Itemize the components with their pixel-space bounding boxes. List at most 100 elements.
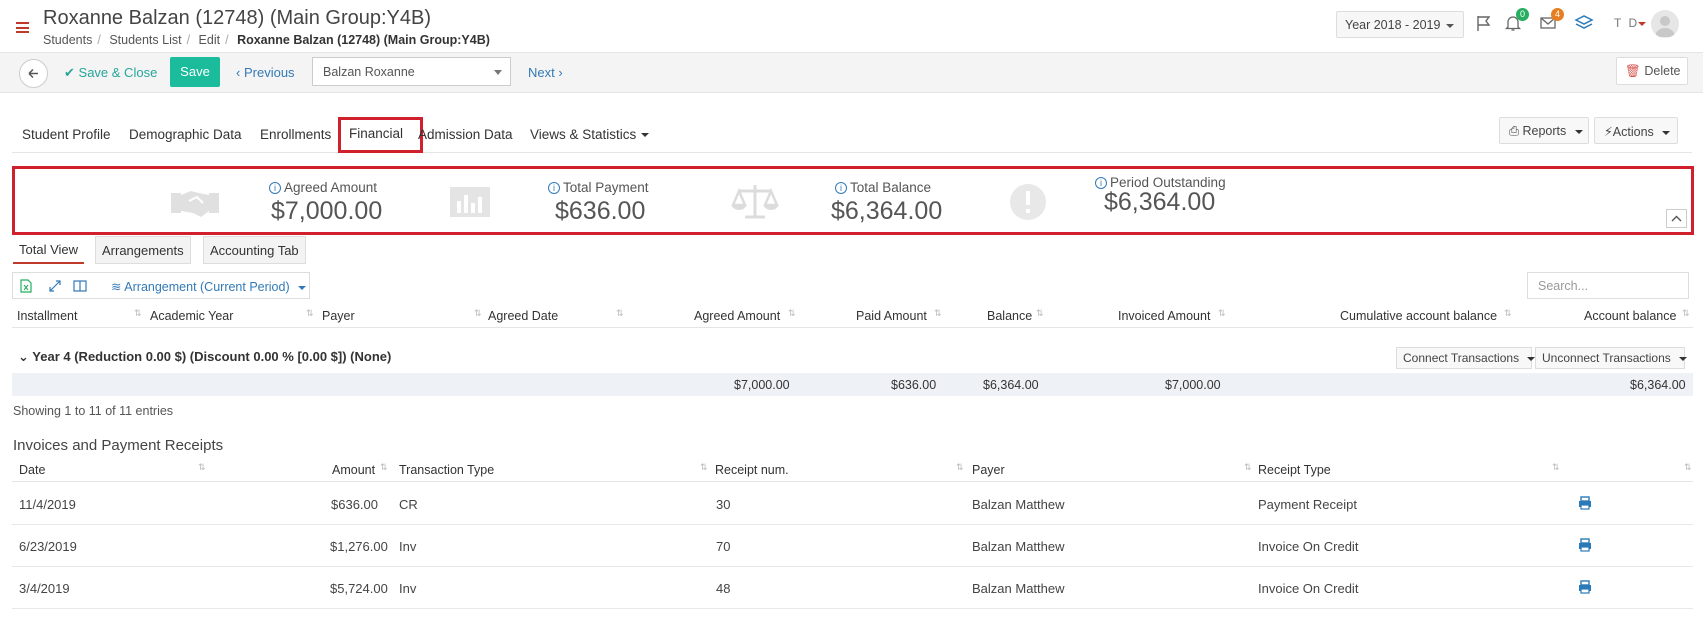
sort-icon[interactable]: ⇅ [1552,462,1560,472]
sort-icon[interactable]: ⇅ [1684,462,1692,472]
breadcrumb-edit[interactable]: Edit [198,33,221,47]
columns-icon[interactable] [73,279,87,293]
table-row[interactable]: 6/23/2019 $1,276.00 Inv 70 Balzan Matthe… [12,525,1693,567]
sort-icon[interactable]: ⇅ [198,462,206,472]
actions-button[interactable]: ⚡Actions [1594,117,1678,144]
excel-icon[interactable] [20,279,34,293]
subtab-total-view[interactable]: Total View [13,236,85,264]
tab-financial[interactable]: Financial [349,126,404,141]
save-button[interactable]: Save [170,57,220,87]
chevron-right-icon: › [558,65,563,80]
col-payer[interactable]: Payer [972,463,1005,477]
col-receipt-num[interactable]: Receipt num. [715,463,789,477]
total-balance-label: i Total Balance [835,180,931,195]
save-close-button[interactable]: ✔ Save & Close [64,65,157,81]
col-balance[interactable]: Balance [987,309,1033,323]
delete-label: Delete [1644,64,1681,78]
col-date[interactable]: Date [19,463,46,477]
info-icon[interactable]: i [835,182,847,194]
user-caret-icon[interactable] [1638,22,1646,26]
sort-icon[interactable]: ⇅ [1244,462,1252,472]
info-icon[interactable]: i [548,182,560,194]
subtab-accounting-tab[interactable]: Accounting Tab [203,236,306,264]
sort-icon[interactable]: ⇅ [1218,308,1226,318]
row-payer: Balzan Matthew [972,497,1065,512]
subtab-arrangements[interactable]: Arrangements [95,236,191,264]
info-icon[interactable]: i [1095,177,1107,189]
reports-button[interactable]: ⎙ Reports [1499,117,1589,144]
col-receipt-type[interactable]: Receipt Type [1258,463,1331,477]
tab-views-statistics[interactable]: Views & Statistics [530,127,650,142]
breadcrumb-students[interactable]: Students [43,33,93,47]
col-academic-year[interactable]: Academic Year [150,309,234,323]
col-payer[interactable]: Payer [322,309,355,323]
back-button[interactable] [19,59,48,88]
student-select[interactable]: Balzan Roxanne [312,57,511,86]
sort-icon[interactable]: ⇅ [1036,308,1044,318]
messages-badge: 4 [1551,8,1564,21]
col-agreed-date[interactable]: Agreed Date [488,309,559,323]
connect-transactions-button[interactable]: Connect Transactions [1396,347,1536,369]
expand-icon[interactable] [48,279,62,293]
col-paid-amount[interactable]: Paid Amount [856,309,927,323]
table-row[interactable]: 11/4/2019 $636.00 CR 30 Balzan Matthew P… [12,483,1693,525]
sort-icon[interactable]: ⇅ [1504,308,1512,318]
group-row[interactable]: ⌄ Year 4 (Reduction 0.00 $) (Discount 0.… [18,349,391,365]
search-input[interactable]: Search... [1527,272,1689,299]
row-amount: $5,724.00 [330,581,388,596]
sort-icon[interactable]: ⇅ [788,308,796,318]
sort-icon[interactable]: ⇅ [700,462,708,472]
sort-icon[interactable]: ⇅ [1682,308,1690,318]
col-installment[interactable]: Installment [17,309,78,323]
group-row-label: Year 4 (Reduction 0.00 $) (Discount 0.00… [32,349,392,364]
mail-icon[interactable]: 4 [1539,8,1564,36]
next-button[interactable]: Next › [528,65,563,80]
print-icon[interactable] [1578,496,1592,510]
total-invoiced: $7,000.00 [1165,378,1221,392]
tab-student-profile[interactable]: Student Profile [22,127,111,142]
info-icon[interactable]: i [269,182,281,194]
user-initials[interactable]: T D [1614,16,1640,30]
col-invoiced-amount[interactable]: Invoiced Amount [1118,309,1211,323]
sort-icon[interactable]: ⇅ [934,308,942,318]
sort-icon[interactable]: ⇅ [616,308,624,318]
tab-admission-data[interactable]: Admission Data [418,127,513,142]
arrangement-dropdown[interactable]: ≋ Arrangement (Current Period) [111,279,307,294]
row-amount: $1,276.00 [330,539,388,554]
tab-enrollments[interactable]: Enrollments [260,127,332,142]
flag-icon[interactable] [1475,14,1497,36]
avatar[interactable] [1651,10,1679,38]
trash-icon: 🗑 [1625,64,1641,78]
invoices-title: Invoices and Payment Receipts [13,437,224,454]
row-date: 11/4/2019 [19,497,76,512]
print-icon[interactable] [1578,538,1592,552]
sort-icon[interactable]: ⇅ [380,462,388,472]
bell-icon[interactable]: 0 [1504,8,1529,36]
col-amount[interactable]: Amount [332,463,376,477]
year-select[interactable]: Year 2018 - 2019 [1336,11,1464,38]
sort-icon[interactable]: ⇅ [956,462,964,472]
previous-button[interactable]: ‹ Previous [236,65,295,80]
tab-demographic-data[interactable]: Demographic Data [129,127,242,142]
row-type: Inv [399,581,417,596]
sort-icon[interactable]: ⇅ [306,308,314,318]
row-receipt: 30 [716,497,731,512]
layers-icon[interactable] [1574,14,1596,36]
col-cumulative-balance[interactable]: Cumulative account balance [1340,309,1498,323]
col-account-balance[interactable]: Account balance [1584,309,1677,323]
row-type: CR [399,497,418,512]
menu-icon[interactable] [16,22,29,33]
sort-icon[interactable]: ⇅ [134,308,142,318]
breadcrumb-students-list[interactable]: Students List [109,33,182,47]
collapse-button[interactable] [1666,209,1687,228]
sort-icon[interactable]: ⇅ [474,308,482,318]
unconnect-transactions-button[interactable]: Unconnect Transactions [1535,347,1688,369]
delete-button[interactable]: 🗑 Delete [1616,57,1688,85]
print-icon[interactable] [1578,580,1592,594]
actions-label: Actions [1612,125,1654,139]
col-agreed-amount[interactable]: Agreed Amount [694,309,781,323]
table-row[interactable]: 3/4/2019 $5,724.00 Inv 48 Balzan Matthew… [12,567,1693,609]
toolbar: ✔ Save & Close Save ‹ Previous Balzan Ro… [0,53,1703,93]
col-transaction-type[interactable]: Transaction Type [399,463,495,477]
tab-views-statistics-label: Views & Statistics [530,127,637,142]
